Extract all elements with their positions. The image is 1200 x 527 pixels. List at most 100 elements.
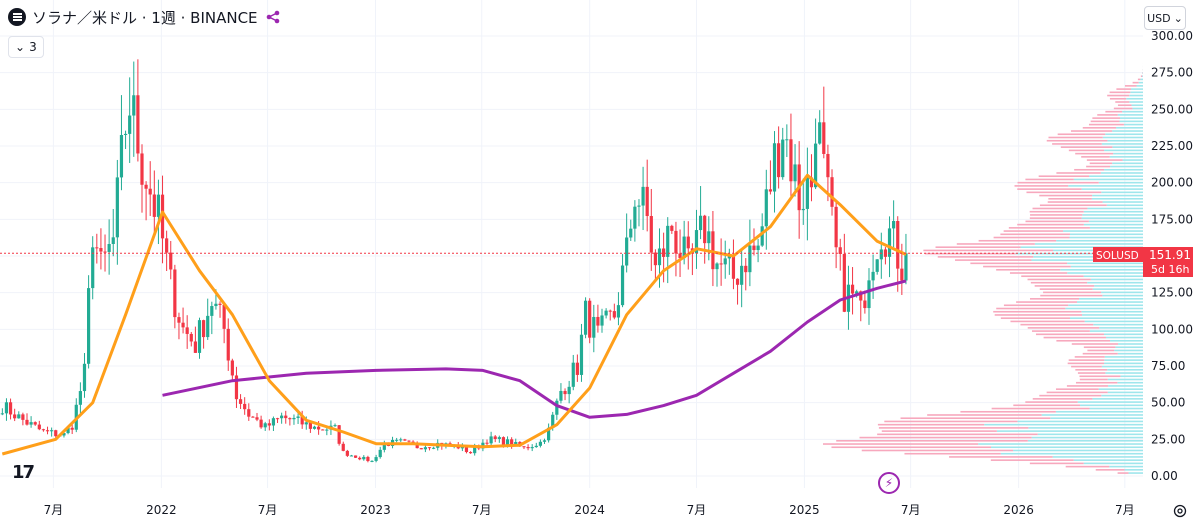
volume-bar-down <box>884 420 1018 423</box>
volume-bar-down <box>904 452 1001 455</box>
candle-body <box>625 237 629 266</box>
volume-bar-up <box>1101 143 1143 145</box>
candle-body <box>337 425 341 444</box>
volume-bar-down <box>1029 217 1082 219</box>
volume-bar-down <box>1107 94 1130 97</box>
volume-bar-up <box>1017 420 1143 423</box>
volume-bar-down <box>993 310 1082 313</box>
volume-bar-up <box>1114 349 1143 352</box>
candle-body <box>735 278 740 285</box>
candle-body <box>645 186 649 217</box>
volume-bar-down <box>1097 114 1118 116</box>
volume-bar-down <box>1088 123 1124 126</box>
candle-body <box>653 252 658 266</box>
volume-bar-up <box>1069 236 1143 239</box>
volume-bar-up <box>1089 227 1143 229</box>
volume-bar-down <box>1067 362 1105 365</box>
volume-bar-down <box>1025 401 1078 403</box>
candle-body <box>144 184 148 189</box>
candle-body <box>333 425 337 427</box>
volume-bar-down <box>1090 120 1120 123</box>
price-axis[interactable]: 300.00275.00250.00225.00200.00175.00150.… <box>1151 29 1193 483</box>
x-tick-label: 7月 <box>472 503 492 517</box>
volume-bar-down <box>993 236 1070 239</box>
volume-bar-down <box>1013 404 1081 407</box>
candle-body <box>764 189 768 227</box>
candle-body <box>247 409 251 417</box>
candle-body <box>674 230 678 254</box>
volume-bar-down <box>1043 291 1102 294</box>
candle-body <box>349 455 354 457</box>
volume-bar-up <box>1073 178 1143 181</box>
volume-bar-up <box>1104 356 1143 358</box>
candle-body <box>526 447 530 449</box>
volume-bar-down <box>1068 359 1105 361</box>
y-tick-label: 300.00 <box>1151 29 1193 43</box>
candle-body <box>238 399 243 404</box>
candle-body <box>358 457 362 460</box>
candle-body <box>579 334 584 375</box>
volume-bar-down <box>949 456 1053 458</box>
time-axis[interactable]: 7月 2022 7月 2023 7月 2024 7月 2025 7月 2026 7月 <box>44 503 1135 517</box>
candle-body <box>719 263 723 265</box>
volume-bar-up <box>1123 123 1143 126</box>
candle-body <box>867 280 871 309</box>
volume-bar-down <box>1105 110 1123 113</box>
volume-bar-up <box>1034 243 1143 245</box>
volume-bar-up <box>1101 365 1143 368</box>
candle-body <box>366 456 370 462</box>
candle-body <box>777 143 781 178</box>
volume-bar-down <box>1025 178 1074 181</box>
volume-bar-up <box>1091 198 1143 200</box>
candle-body <box>374 457 378 461</box>
candle-body <box>616 305 621 318</box>
symbol-title[interactable]: ソラナ／米ドル · 1週 · BINANCE <box>32 8 258 27</box>
candle-body <box>818 122 822 144</box>
candle-body <box>91 247 95 289</box>
volume-bar-down <box>1009 272 1068 274</box>
volume-bar-down <box>861 449 1014 452</box>
candle-body <box>715 263 719 270</box>
volume-bar-up <box>1117 352 1143 355</box>
tradingview-logo-icon[interactable]: 17 <box>12 462 35 483</box>
volume-bar-down <box>1077 372 1106 374</box>
candle-body <box>197 320 202 353</box>
candle-body <box>629 228 633 238</box>
y-tick-label: 125.00 <box>1151 286 1193 300</box>
volume-bar-down <box>877 433 1038 436</box>
candle-body <box>222 304 226 329</box>
volume-bar-down <box>1021 275 1084 278</box>
candle-body <box>407 440 411 442</box>
indicators-toggle[interactable]: ⌄ 3 <box>8 36 44 58</box>
candle-body <box>608 310 612 312</box>
candle-body <box>45 430 50 432</box>
volume-bar-down <box>1092 117 1120 119</box>
candle-body <box>834 206 838 248</box>
candle-body <box>649 216 653 253</box>
lightning-icon[interactable]: ⚡ <box>878 472 900 494</box>
volume-bar-down <box>1075 152 1114 155</box>
candle-body <box>489 436 493 444</box>
volume-bar-up <box>1130 91 1143 94</box>
candle-body <box>600 315 604 326</box>
share-icon[interactable] <box>264 8 282 26</box>
volume-bar-up <box>1050 417 1143 420</box>
x-tick-label: 7月 <box>258 503 278 517</box>
candle-body <box>826 153 830 178</box>
indicators-count: 3 <box>29 40 37 54</box>
candle-body <box>169 252 173 270</box>
volume-bar-up <box>1112 162 1143 165</box>
currency-selector[interactable]: USD ⌄ <box>1144 6 1186 30</box>
volume-bar-down <box>970 262 1068 265</box>
candle-body <box>542 440 547 442</box>
candle-body <box>259 419 263 428</box>
volume-bar-down <box>1026 191 1102 194</box>
candle-body <box>345 450 349 456</box>
volume-bar-up <box>1100 172 1143 174</box>
gear-icon[interactable] <box>1172 503 1188 519</box>
candle-body <box>21 414 25 420</box>
candle-body <box>768 189 773 192</box>
volume-bar-up <box>1055 410 1143 413</box>
currency-label: USD <box>1147 11 1171 25</box>
